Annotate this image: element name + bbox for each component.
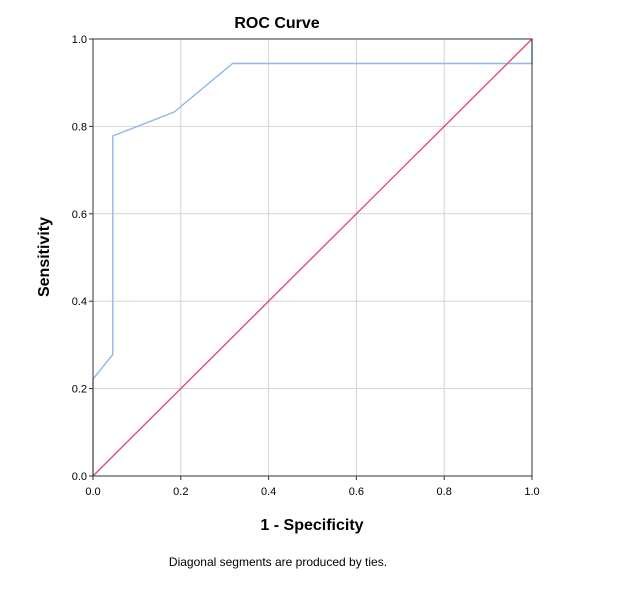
- y-tick-label: 0.8: [72, 121, 87, 133]
- x-tick-label: 1.0: [524, 486, 539, 498]
- footnote: Diagonal segments are produced by ties.: [169, 555, 387, 569]
- y-tick-label: 0.2: [72, 384, 87, 396]
- y-axis-title: Sensitivity: [36, 217, 53, 297]
- roc-curve-line: [92, 39, 533, 476]
- plot-frame: [92, 38, 533, 477]
- x-tick-labels: 0.0 0.2 0.4 0.6 0.8 1.0: [85, 476, 540, 498]
- y-tick-label: 0.0: [72, 471, 87, 483]
- x-tick-label: 0.8: [437, 486, 452, 498]
- y-tick-label: 0.6: [72, 209, 87, 221]
- x-tick-label: 0.6: [349, 486, 364, 498]
- x-axis-title: 1 - Specificity: [260, 517, 363, 534]
- series-layer: [92, 38, 533, 477]
- chart-title: ROC Curve: [234, 15, 319, 32]
- y-tick-labels: 0.0 0.2 0.4 0.6 0.8 1.0: [72, 34, 93, 483]
- reference-diagonal-line: [92, 38, 533, 477]
- y-tick-label: 0.4: [72, 296, 87, 308]
- x-tick-label: 0.0: [85, 486, 100, 498]
- x-tick-label: 0.2: [173, 486, 188, 498]
- y-tick-label: 1.0: [72, 34, 87, 46]
- x-tick-label: 0.4: [261, 486, 276, 498]
